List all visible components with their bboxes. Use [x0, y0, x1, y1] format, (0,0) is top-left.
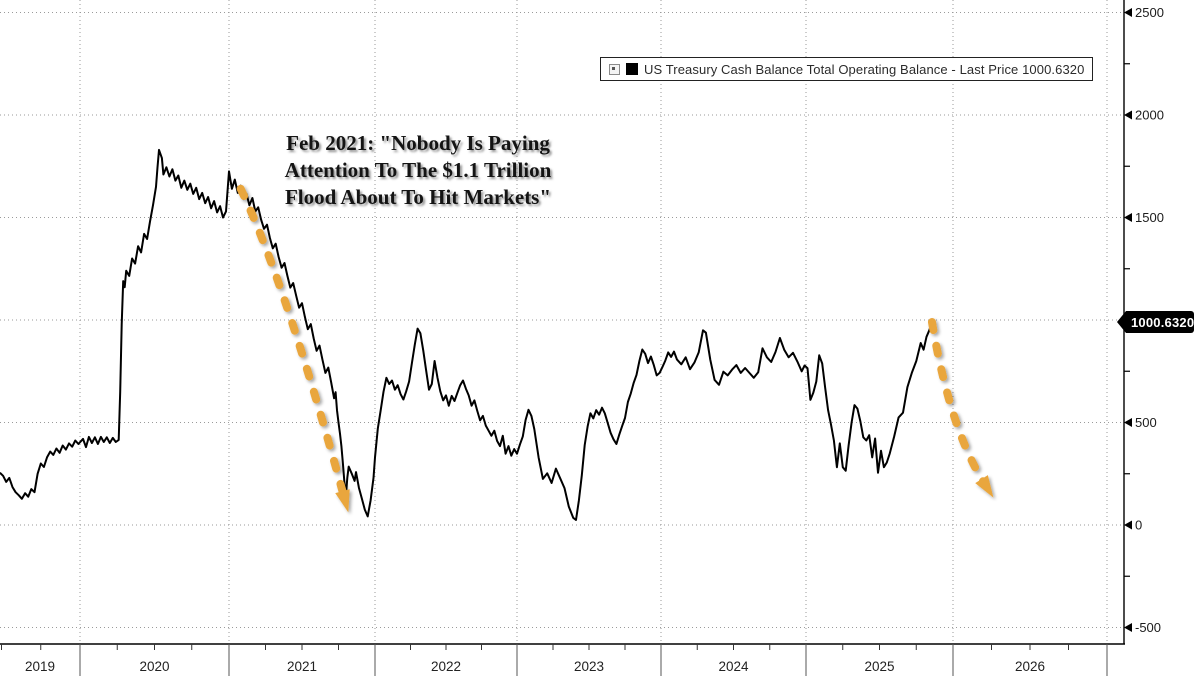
grid-horizontal	[0, 12, 1124, 628]
x-axis: 2019 2020 2021 2022 2023 2024 2025 2026	[1, 644, 1108, 676]
x-year-label: 2020	[139, 659, 169, 674]
y-tick-label: 0	[1135, 518, 1142, 533]
y-tick-label: 500	[1135, 415, 1157, 430]
legend[interactable]: US Treasury Cash Balance Total Operating…	[600, 57, 1094, 81]
x-year-label: 2026	[1015, 659, 1045, 674]
y-tick-label: -500	[1135, 620, 1161, 635]
annotation-line-2: Attention To The $1.1 Trillion	[284, 158, 552, 182]
grid-vertical	[79, 0, 1108, 644]
legend-label: US Treasury Cash Balance Total Operating…	[644, 61, 1085, 77]
series-line[interactable]	[0, 148, 934, 521]
y-tick-label: 2000	[1135, 108, 1164, 123]
series-color-swatch-icon	[626, 63, 638, 75]
axes	[0, 0, 1125, 645]
x-year-label: 2021	[287, 659, 317, 674]
last-price-value: 1000.6320	[1131, 314, 1194, 330]
x-year-label: 2024	[718, 659, 749, 674]
feb-2021-drawdown-arrow	[236, 184, 350, 513]
legend-expand-icon[interactable]	[609, 63, 620, 75]
arrowhead-icon	[975, 475, 994, 498]
projected-drawdown-arrow	[927, 318, 994, 498]
y-tick-arrow-icon	[1124, 520, 1132, 530]
annotation-line-1: Feb 2021: "Nobody Is Paying	[286, 131, 550, 155]
last-price-badge: 1000.6320	[1117, 311, 1194, 333]
y-tick-label: 1500	[1135, 210, 1164, 225]
y-tick-arrow-icon	[1124, 110, 1132, 120]
x-year-label: 2022	[431, 659, 461, 674]
x-year-label: 2023	[574, 659, 604, 674]
y-tick-arrow-icon	[1124, 213, 1132, 222]
y-tick-arrow-icon	[1124, 8, 1132, 17]
annotation-line-3: Flood About To Hit Markets"	[284, 185, 552, 209]
arrowhead-icon	[335, 489, 350, 513]
y-tick-label: 2500	[1135, 5, 1164, 20]
x-year-label: 2019	[25, 659, 55, 674]
x-year-label: 2025	[864, 659, 894, 674]
y-tick-arrow-icon	[1124, 623, 1132, 632]
y-tick-arrow-icon	[1124, 418, 1132, 427]
chart-annotation: Feb 2021: "Nobody Is Paying Attention To…	[252, 130, 584, 211]
